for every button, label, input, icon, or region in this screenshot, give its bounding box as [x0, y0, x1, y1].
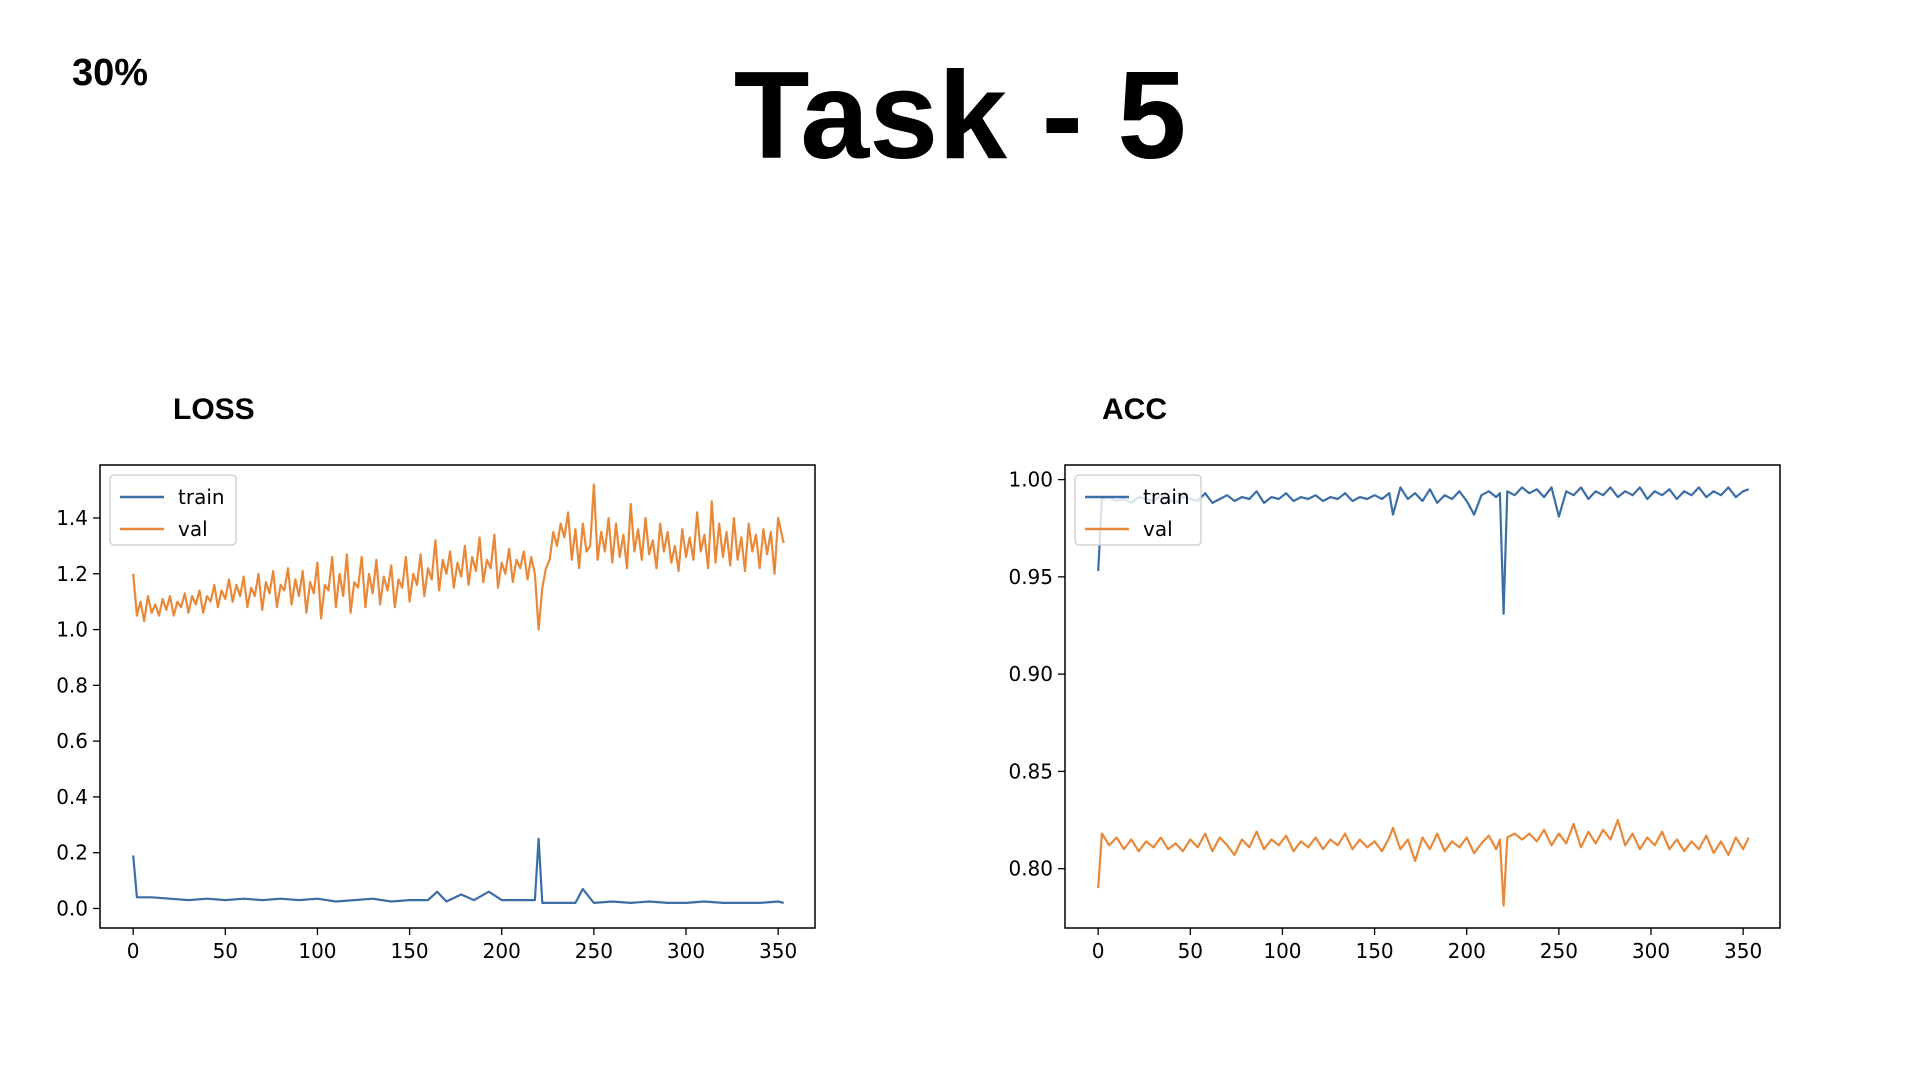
plot-frame [1064, 464, 1781, 929]
x-tick-label: 350 [759, 939, 797, 963]
x-tick-label: 300 [1632, 939, 1670, 963]
acc-chart-title: ACC [1102, 393, 1167, 426]
y-tick-label: 1.4 [56, 506, 88, 530]
y-tick-label: 0.0 [56, 896, 88, 920]
y-tick-label: 0.8 [56, 673, 88, 697]
y-tick-label: 0.2 [56, 841, 88, 865]
x-tick-label: 100 [298, 939, 336, 963]
y-tick-label: 1.0 [56, 618, 88, 642]
x-tick-label: 350 [1724, 939, 1762, 963]
legend-label-train: train [178, 485, 225, 509]
legend-label-val: val [1143, 517, 1173, 541]
y-tick-label: 0.85 [1008, 759, 1053, 783]
y-tick-label: 0.6 [56, 729, 88, 753]
acc-chart: 0 50 100 150 200 250 300 350 0.80 0.85 0.90 0.95 1.0… [1008, 464, 1781, 963]
legend-label-val: val [178, 517, 208, 541]
x-tick-label: 0 [127, 939, 140, 963]
x-tick-label: 50 [213, 939, 238, 963]
y-tick-label: 1.2 [56, 562, 88, 586]
plot-frame [99, 464, 816, 929]
loss-chart: 0 50 100 150 200 250 300 350 0.0 0.2 0.4 0.6 0.8 1.0 1… [56, 464, 816, 963]
series-line-train [1097, 486, 1750, 615]
series-line-train [132, 837, 784, 904]
legend-box [1074, 474, 1202, 546]
x-tick-label: 200 [1448, 939, 1486, 963]
x-tick-label: 150 [1355, 939, 1393, 963]
y-tick-label: 1.00 [1008, 468, 1053, 492]
legend-box [109, 474, 237, 546]
x-tick-label: 200 [483, 939, 521, 963]
x-tick-label: 0 [1092, 939, 1105, 963]
completion-percent: 30% [72, 52, 149, 94]
series-line-val [132, 483, 785, 631]
x-tick-label: 150 [390, 939, 428, 963]
y-tick-label: 0.95 [1008, 565, 1053, 589]
x-tick-label: 250 [1540, 939, 1578, 963]
x-tick-label: 100 [1263, 939, 1301, 963]
x-tick-label: 250 [575, 939, 613, 963]
slide-title: Task - 5 [733, 47, 1187, 185]
loss-chart-title: LOSS [173, 393, 255, 426]
y-tick-label: 0.4 [56, 785, 88, 809]
y-tick-label: 0.90 [1008, 662, 1053, 686]
y-tick-label: 0.80 [1008, 857, 1053, 881]
series-line-val [1097, 818, 1750, 907]
x-tick-label: 50 [1178, 939, 1203, 963]
legend-label-train: train [1143, 485, 1190, 509]
x-tick-label: 300 [667, 939, 705, 963]
